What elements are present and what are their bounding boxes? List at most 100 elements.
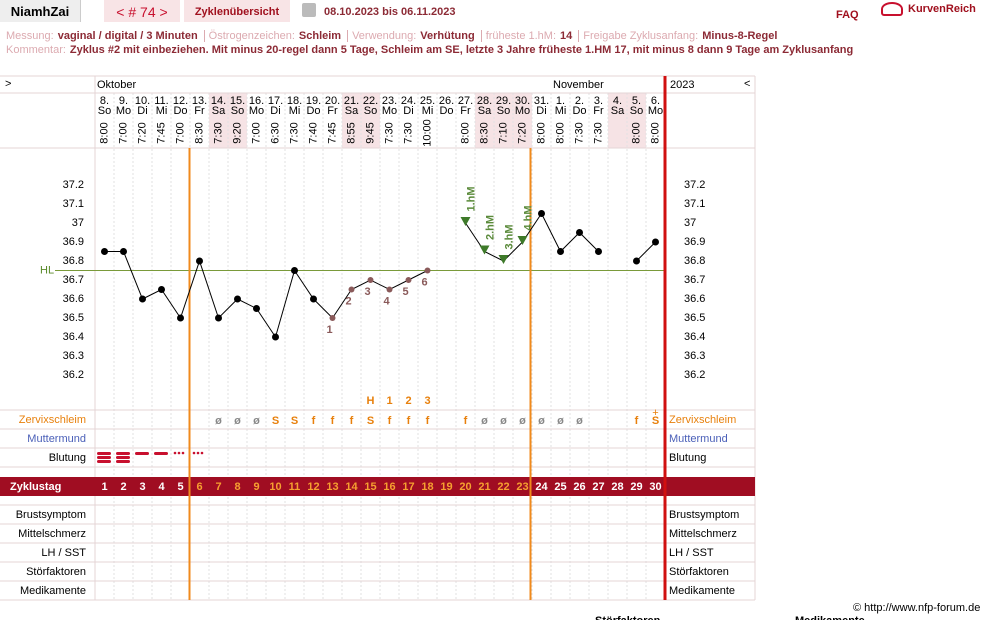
cycle-day: 24 <box>535 481 548 493</box>
weekday: Di <box>536 105 546 117</box>
weekday: Di <box>403 105 413 117</box>
date: 29. <box>496 95 511 107</box>
time: 7:30 <box>573 122 585 143</box>
date: 22. <box>363 95 378 107</box>
row-label: Blutung <box>669 452 706 464</box>
cycle-day: 27 <box>592 481 604 493</box>
info-label: Messung: <box>6 30 54 42</box>
info-label: Östrogenzeichen: <box>208 30 295 42</box>
hm-marker <box>460 217 471 226</box>
cycle-day: 12 <box>307 481 319 493</box>
info-item: Freigabe Zyklusanfang: Minus-8-Regel <box>578 30 784 42</box>
weekday: Do <box>572 105 586 117</box>
peak-label: 3 <box>424 395 430 407</box>
time: 7:00 <box>117 122 129 143</box>
temp-point <box>101 248 108 255</box>
date: 16. <box>249 95 264 107</box>
weekday: Mo <box>382 105 397 117</box>
cycle-day: 11 <box>289 481 301 493</box>
temperature-line <box>104 212 656 339</box>
y-tick-label: 37.2 <box>63 179 84 191</box>
date: 15. <box>230 95 245 107</box>
time: 7:00 <box>250 122 262 143</box>
date: 9. <box>119 95 128 107</box>
cycle-day: 4 <box>158 481 165 493</box>
temp-point <box>291 267 298 274</box>
cycle-day: 30 <box>649 481 661 493</box>
brand-link[interactable]: KurvenReich <box>908 3 976 15</box>
copyright: © http://www.nfp-forum.de <box>853 602 980 614</box>
faq-link[interactable]: FAQ <box>836 9 859 21</box>
date: 12. <box>173 95 188 107</box>
time: 7:00 <box>174 122 186 143</box>
mucus: f <box>426 415 430 427</box>
temp-point <box>367 277 374 283</box>
row-label: LH / SST <box>669 547 714 559</box>
cycle-day: 13 <box>326 481 338 493</box>
time: 7:30 <box>402 122 414 143</box>
weekday: Do <box>173 105 187 117</box>
weekend-shade <box>209 93 228 148</box>
point-label: 5 <box>402 286 408 298</box>
date: 20. <box>325 95 340 107</box>
brand-icon <box>881 2 903 16</box>
mucus: ø <box>557 415 564 427</box>
time: 9:20 <box>231 122 243 143</box>
overview-link[interactable]: Zyklenübersicht <box>184 0 290 22</box>
date: 8. <box>100 95 109 107</box>
hm-label: 2.hM <box>484 215 496 240</box>
weekday: Mo <box>648 105 663 117</box>
point-label: 6 <box>421 276 427 288</box>
print-icon[interactable] <box>302 3 316 17</box>
y-tick-label: 36.2 <box>63 369 84 381</box>
date: 31. <box>534 95 549 107</box>
year: 2023 <box>670 79 694 91</box>
cycle-nav[interactable]: < # 74 > <box>104 0 180 22</box>
row-label: Zervixschleim <box>669 414 736 426</box>
cycle-day: 18 <box>421 481 433 493</box>
weekday: Do <box>439 105 453 117</box>
date: 5. <box>632 95 641 107</box>
hm-label: 4.hM <box>522 205 534 230</box>
mucus: S <box>367 415 374 427</box>
temp-point <box>424 267 431 274</box>
nav-prev[interactable]: > <box>5 78 11 90</box>
time: 8:00 <box>535 122 547 143</box>
date: 23. <box>382 95 397 107</box>
time: 6:30 <box>269 122 281 143</box>
cycle-day: 10 <box>269 481 281 493</box>
cycle-day: 8 <box>234 481 240 493</box>
y-tick-label: 36.3 <box>684 350 705 362</box>
date: 3. <box>594 95 603 107</box>
mucus: f <box>350 415 354 427</box>
info-value: Minus-8-Regel <box>702 30 778 42</box>
cycle-day: 26 <box>573 481 585 493</box>
weekday: Mi <box>422 105 434 117</box>
cycle-day: 3 <box>139 481 145 493</box>
weekday: Mo <box>515 105 530 117</box>
date: 13. <box>192 95 207 107</box>
mucus: ø <box>519 415 526 427</box>
info-label: Verwendung: <box>352 30 417 42</box>
temp-point <box>405 277 412 283</box>
y-tick-label: 37 <box>72 217 84 229</box>
cycle-day: 25 <box>554 481 566 493</box>
info-value: 14 <box>560 30 573 42</box>
month-label: Oktober <box>97 79 136 91</box>
weekday: Di <box>137 105 147 117</box>
hm-marker <box>517 236 528 245</box>
weekday: Fr <box>460 105 471 117</box>
y-tick-label: 36.7 <box>684 274 705 286</box>
time: 10:00 <box>421 119 433 147</box>
weekend-shade <box>361 93 380 148</box>
user-tab[interactable]: NiamhZai <box>0 0 81 22</box>
y-tick-label: 36.8 <box>63 255 84 267</box>
y-tick-label: 37.1 <box>684 198 705 210</box>
point-label: 2 <box>345 295 351 307</box>
temp-point <box>557 248 564 255</box>
cycle-day: 1 <box>101 481 107 493</box>
cycle-day: 16 <box>383 481 395 493</box>
time: 7:45 <box>155 122 167 143</box>
date: 24. <box>401 95 416 107</box>
